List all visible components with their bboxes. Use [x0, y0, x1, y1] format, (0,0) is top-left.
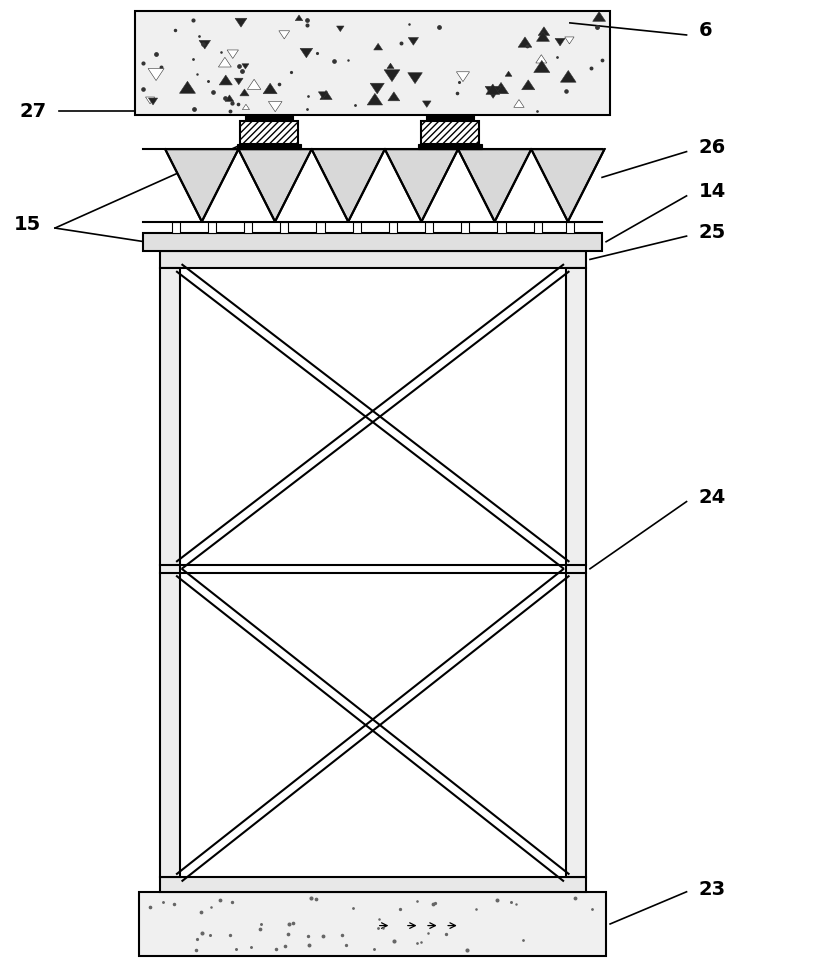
Polygon shape [368, 93, 382, 105]
Polygon shape [148, 69, 164, 81]
Polygon shape [493, 83, 509, 94]
Polygon shape [370, 84, 384, 94]
Bar [159, 268, 180, 878]
Bar [140, 891, 606, 956]
Polygon shape [242, 104, 249, 110]
Polygon shape [387, 63, 394, 69]
Bar [159, 251, 586, 268]
Bar [534, 221, 542, 233]
Bar [421, 121, 479, 144]
Polygon shape [320, 90, 332, 100]
Polygon shape [423, 101, 431, 108]
Polygon shape [457, 72, 469, 82]
Polygon shape [263, 84, 278, 94]
Bar [172, 221, 180, 233]
Polygon shape [565, 37, 574, 44]
Bar [244, 116, 293, 121]
Bar [389, 221, 397, 233]
Text: 14: 14 [699, 183, 726, 201]
Polygon shape [219, 75, 232, 84]
Polygon shape [384, 70, 400, 82]
Bar [237, 144, 301, 150]
Polygon shape [385, 150, 458, 221]
Bar [497, 221, 506, 233]
Polygon shape [218, 57, 231, 67]
Polygon shape [560, 71, 576, 83]
Polygon shape [522, 80, 534, 89]
Polygon shape [539, 27, 549, 36]
Polygon shape [486, 84, 500, 94]
Text: 15: 15 [14, 215, 41, 233]
Polygon shape [336, 26, 344, 32]
Polygon shape [408, 73, 422, 84]
Polygon shape [235, 79, 243, 84]
Polygon shape [240, 89, 249, 96]
Polygon shape [388, 92, 400, 101]
Polygon shape [518, 37, 532, 48]
Bar [425, 221, 433, 233]
Polygon shape [295, 15, 303, 20]
Polygon shape [318, 92, 328, 99]
Polygon shape [165, 150, 239, 221]
Polygon shape [145, 97, 154, 104]
Polygon shape [593, 12, 605, 21]
Polygon shape [537, 32, 549, 42]
Text: 24: 24 [699, 488, 726, 507]
Polygon shape [373, 44, 382, 50]
Polygon shape [536, 54, 547, 63]
Bar [159, 878, 586, 891]
Text: 6: 6 [699, 21, 712, 41]
Polygon shape [239, 150, 311, 221]
Polygon shape [179, 82, 196, 93]
Bar [426, 116, 474, 121]
Text: 25: 25 [699, 222, 726, 242]
Bar [240, 121, 298, 144]
Polygon shape [485, 86, 501, 98]
Bar [280, 221, 288, 233]
Polygon shape [534, 60, 550, 73]
Bar [135, 11, 610, 116]
Polygon shape [225, 95, 234, 101]
Polygon shape [268, 102, 282, 112]
Polygon shape [408, 38, 419, 46]
Bar [208, 221, 216, 233]
Bar [244, 221, 252, 233]
Polygon shape [311, 150, 385, 221]
Polygon shape [514, 100, 525, 108]
Polygon shape [235, 18, 247, 27]
Bar [461, 221, 469, 233]
Bar [566, 221, 574, 233]
Polygon shape [300, 49, 313, 57]
Polygon shape [458, 150, 531, 221]
Text: 26: 26 [699, 138, 726, 157]
Polygon shape [199, 41, 211, 49]
Bar [566, 268, 586, 878]
Polygon shape [227, 50, 239, 58]
Text: 23: 23 [699, 880, 726, 899]
Bar [353, 221, 361, 233]
Polygon shape [506, 71, 512, 77]
Polygon shape [555, 39, 565, 46]
Polygon shape [149, 98, 158, 105]
Bar [418, 144, 482, 150]
Polygon shape [247, 80, 261, 89]
Bar [316, 221, 325, 233]
Polygon shape [531, 150, 605, 221]
Polygon shape [242, 64, 249, 69]
Text: 27: 27 [20, 102, 47, 121]
Bar [144, 233, 602, 251]
Polygon shape [279, 31, 290, 39]
